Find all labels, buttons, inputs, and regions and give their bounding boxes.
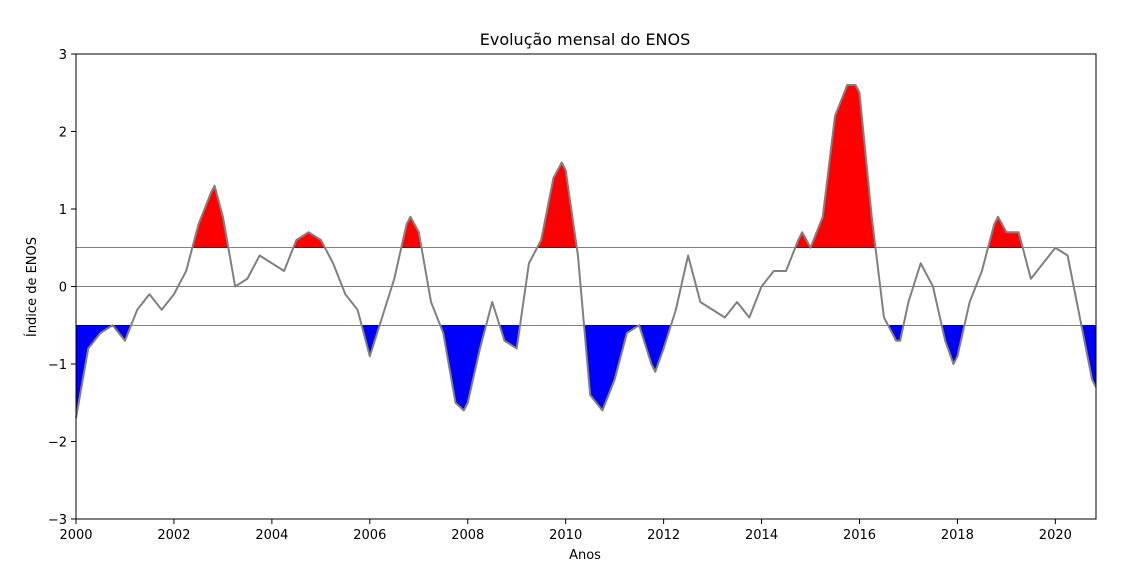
enso-index-line bbox=[75, 84, 1097, 419]
x-tick-label: 2002 bbox=[157, 528, 190, 543]
x-tick-label: 2010 bbox=[549, 528, 582, 543]
x-tick-label: 2014 bbox=[745, 528, 778, 543]
x-tick-label: 2016 bbox=[843, 528, 876, 543]
el-nino-fill bbox=[192, 85, 1023, 248]
y-tick-label: −3 bbox=[48, 513, 67, 528]
plot-area: 2000 2002 2004 2006 2008 2010 2012 2014 2016 2018… bbox=[48, 48, 1097, 543]
y-tick-label: 3 bbox=[59, 48, 67, 63]
x-axis-label: Anos bbox=[569, 548, 601, 563]
x-tick-label: 2012 bbox=[647, 528, 680, 543]
x-tick-label: 2018 bbox=[941, 528, 974, 543]
x-tick-label: 2020 bbox=[1039, 528, 1072, 543]
y-axis-label: Índice de ENOS bbox=[24, 237, 40, 337]
y-tick-label: −2 bbox=[48, 436, 67, 451]
y-tick-label: 2 bbox=[59, 126, 67, 141]
y-tick-label: 1 bbox=[59, 203, 67, 218]
x-tick-label: 2000 bbox=[59, 528, 92, 543]
chart-title: Evolução mensal do ENOS bbox=[480, 30, 691, 49]
y-tick-label: −1 bbox=[48, 358, 67, 373]
x-tick-label: 2008 bbox=[451, 528, 484, 543]
y-tick-label: 0 bbox=[59, 281, 67, 296]
x-tick-label: 2004 bbox=[255, 528, 288, 543]
x-tick-label: 2006 bbox=[353, 528, 386, 543]
